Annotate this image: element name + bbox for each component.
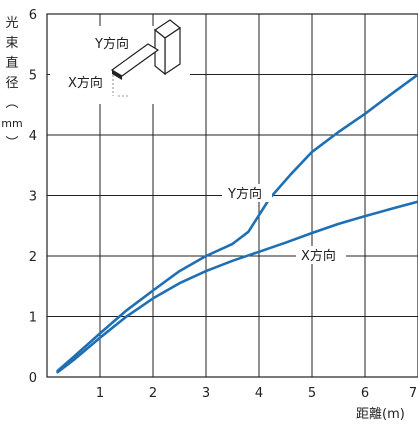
y-axis-label-char: mm (1, 117, 23, 130)
series-line-x-direction (56, 200, 418, 374)
x-tick-label: 6 (361, 386, 369, 401)
y-tick-label: 6 (29, 8, 37, 23)
y-series-label: Y方向 (227, 186, 262, 202)
tick-labels: 1 2 3 4 5 6 7 0 1 2 3 4 5 6 (29, 8, 417, 401)
inset-diagram: Y方向 X方向 (50, 19, 190, 104)
y-axis-label-char: 束 (5, 36, 19, 51)
y-series-label-bg (222, 184, 272, 202)
sensor-front-face (154, 28, 166, 76)
x-tick-label: 1 (96, 386, 104, 401)
y-axis-label-char: ︶ (5, 136, 19, 151)
series-line-y-direction (56, 73, 418, 373)
beam-bar-end (112, 70, 122, 80)
x-tick-label: 7 (409, 386, 417, 401)
y-tick-label: 5 (29, 69, 37, 84)
inset-label-y: Y方向 (94, 36, 129, 52)
series-lines (56, 73, 418, 374)
y-axis-label-char: 径 (5, 76, 19, 91)
plot-frame (46, 13, 418, 378)
y-axis-label-char: ︵ (5, 96, 19, 111)
y-axis-label-char: 直 (5, 56, 19, 71)
x-tick-label: 4 (255, 386, 263, 401)
x-axis-label: 距離(m) (356, 407, 405, 422)
x-series-label-bg (296, 246, 346, 264)
y-tick-label: 2 (29, 250, 37, 265)
x-tick-label: 2 (149, 386, 157, 401)
x-tick-label: 3 (202, 386, 210, 401)
y-tick-label: 4 (29, 129, 37, 144)
inset-label-x: X方向 (68, 75, 103, 91)
y-tick-label: 1 (29, 311, 37, 326)
y-axis-label-char: 光 (5, 16, 19, 31)
y-tick-label: 0 (29, 371, 37, 386)
x-tick-label: 5 (308, 386, 316, 401)
x-series-label: X方向 (301, 248, 336, 264)
y-tick-label: 3 (29, 190, 37, 205)
y-axis-label: 光 束 直 径 ︵ mm ︶ (0, 14, 24, 154)
